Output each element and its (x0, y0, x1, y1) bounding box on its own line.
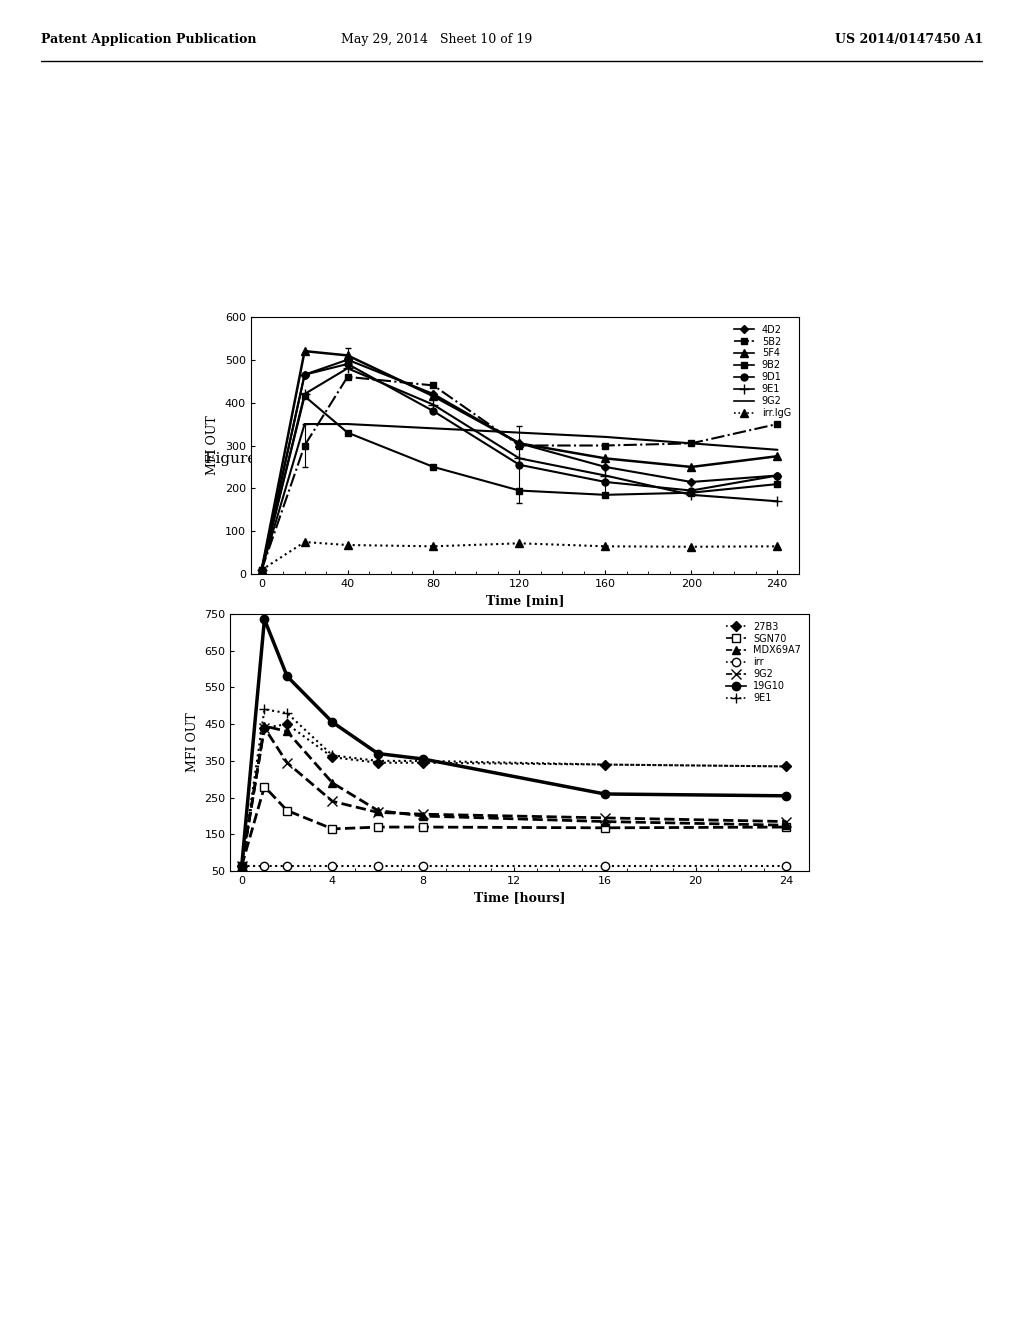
Text: May 29, 2014   Sheet 10 of 19: May 29, 2014 Sheet 10 of 19 (341, 33, 532, 46)
Text: US 2014/0147450 A1: US 2014/0147450 A1 (835, 33, 983, 46)
X-axis label: Time [hours]: Time [hours] (474, 891, 565, 904)
Y-axis label: MFI OUT: MFI OUT (186, 713, 199, 772)
Text: Patent Application Publication: Patent Application Publication (41, 33, 256, 46)
Legend: 4D2, 5B2, 5F4, 9B2, 9D1, 9E1, 9G2, irr.IgG: 4D2, 5B2, 5F4, 9B2, 9D1, 9E1, 9G2, irr.I… (731, 322, 794, 421)
Legend: 27B3, SGN70, MDX69A7, irr, 9G2, 19G10, 9E1: 27B3, SGN70, MDX69A7, irr, 9G2, 19G10, 9… (723, 619, 804, 706)
Text: Figure 10: Figure 10 (205, 451, 281, 466)
X-axis label: Time [min]: Time [min] (485, 594, 564, 607)
Y-axis label: MFI OUT: MFI OUT (207, 416, 219, 475)
